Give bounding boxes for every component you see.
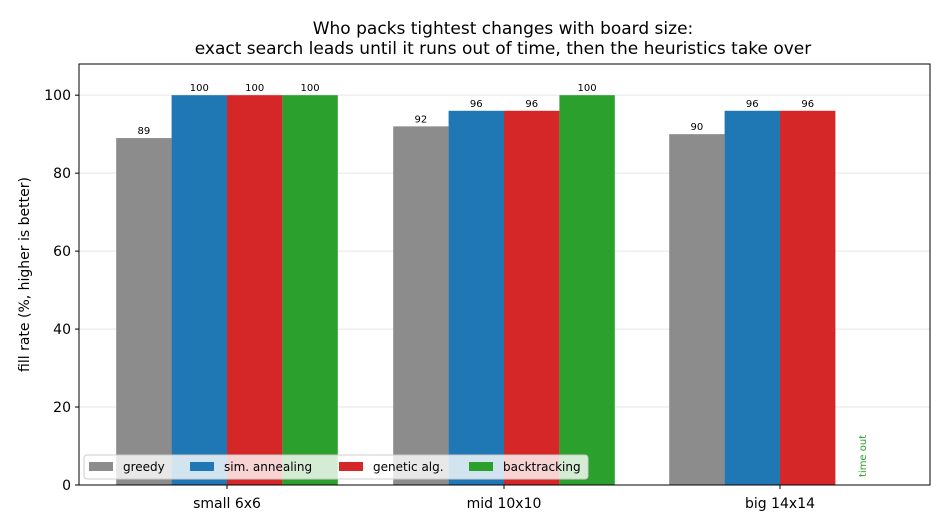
bar	[780, 110, 836, 486]
bar	[116, 138, 172, 485]
data-label: 96	[746, 99, 759, 110]
data-label: 100	[190, 83, 209, 94]
data-label: 100	[578, 83, 597, 94]
x-tick-label: mid 10x10	[467, 496, 542, 512]
data-label: 100	[301, 83, 320, 94]
data-label: 92	[415, 114, 428, 125]
bar	[669, 134, 725, 485]
bar	[559, 95, 615, 486]
bar	[393, 126, 449, 486]
y-tick-label: 60	[53, 244, 71, 260]
bar	[282, 95, 338, 486]
legend-box	[83, 454, 589, 480]
x-tick-label: big 14x14	[745, 496, 815, 512]
x-tick-label: small 6x6	[193, 496, 261, 512]
legend-swatch	[190, 462, 214, 471]
legend: greedy sim. annealing genetic alg. backtrac…	[83, 454, 589, 480]
chart-title-line: exact search leads until it runs out of …	[195, 39, 812, 59]
legend-swatch	[89, 462, 113, 471]
data-label: 96	[801, 99, 814, 110]
y-tick-label: 40	[53, 322, 71, 338]
annotations: time out	[858, 435, 869, 477]
legend-label: greedy	[123, 460, 165, 474]
y-tick-label: 80	[53, 166, 71, 182]
legend-label: backtracking	[503, 460, 581, 474]
timeout-annotation: time out	[858, 435, 869, 477]
data-labels: 89 100 100 100 92 96 96 100 90 96 96	[138, 83, 815, 137]
y-tick-label: 100	[44, 88, 71, 104]
data-label: 89	[138, 126, 151, 137]
bar	[504, 110, 560, 486]
y-tick-label: 0	[62, 478, 71, 494]
bar	[227, 95, 283, 486]
x-axis: small 6x6 mid 10x10 big 14x14	[193, 485, 815, 512]
data-label: 90	[691, 122, 704, 133]
y-axis: 0 20 40 60 80 100 fill rate (%, higher is bett…	[17, 88, 79, 494]
y-tick-label: 20	[53, 400, 71, 416]
bar	[448, 110, 504, 486]
legend-label: sim. annealing	[224, 460, 312, 474]
legend-swatch	[339, 462, 363, 471]
bars	[116, 95, 836, 486]
legend-swatch	[469, 462, 493, 471]
data-label: 96	[470, 99, 483, 110]
bar	[171, 95, 227, 486]
chart-title-line: Who packs tightest changes with board si…	[313, 19, 694, 39]
chart-title: Who packs tightest changes with board si…	[195, 19, 812, 59]
legend-label: genetic alg.	[373, 460, 444, 474]
y-axis-label: fill rate (%, higher is better)	[17, 177, 33, 372]
data-label: 100	[245, 83, 264, 94]
data-label: 96	[525, 99, 538, 110]
bar	[724, 110, 780, 486]
